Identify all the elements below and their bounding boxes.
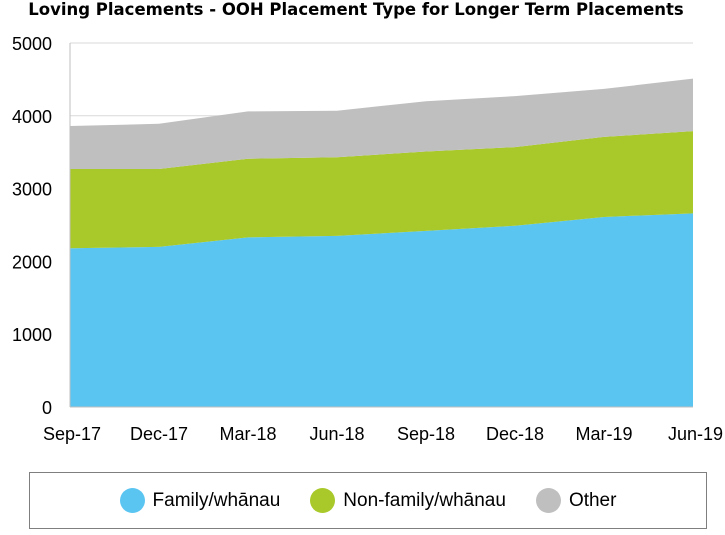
legend-label: Non-family/whānau (343, 489, 506, 511)
chart-plot: 0 1000 2000 3000 4000 5000 Sep-17 Dec-17 Mar-18 J… (12, 34, 723, 444)
legend: Family/whānau Non-family/whānau Other (29, 472, 707, 529)
legend-swatch (535, 488, 561, 513)
legend-item-family-wh-nau: Family/whānau (119, 488, 281, 513)
legend-label: Other (568, 489, 617, 511)
chart-title: Loving Placements - OOH Placement Type f… (28, 0, 684, 19)
y-tick-label: 5000 (12, 34, 52, 54)
axes: 0 1000 2000 3000 4000 5000 Sep-17 Dec-17 Mar-18 J… (12, 34, 723, 444)
area-series (70, 78, 693, 407)
y-tick-label: 2000 (12, 252, 52, 272)
area-series-non-family-wh-nau (70, 131, 693, 249)
area-series-family-wh-nau (70, 213, 693, 407)
y-tick-label: 1000 (12, 325, 52, 345)
legend-swatch (310, 488, 336, 513)
x-tick-label: Sep-18 (397, 424, 455, 444)
area-series-other (70, 78, 693, 169)
legend-item-other: Other (535, 488, 617, 513)
legend-label: Family/whānau (152, 489, 281, 511)
x-tick-label: Mar-19 (575, 424, 632, 444)
legend-swatch (119, 488, 145, 513)
x-tick-label: Dec-18 (486, 424, 544, 444)
y-tick-label: 0 (42, 398, 52, 418)
legend-item-non-family-wh-nau: Non-family/whānau (310, 488, 506, 513)
x-tick-label: Jun-18 (309, 424, 364, 444)
x-tick-label: Mar-18 (219, 424, 276, 444)
x-tick-label: Sep-17 (43, 424, 101, 444)
x-tick-label: Jun-19 (668, 424, 723, 444)
x-tick-label: Dec-17 (130, 424, 188, 444)
y-tick-label: 4000 (12, 107, 52, 127)
y-tick-label: 3000 (12, 180, 52, 200)
